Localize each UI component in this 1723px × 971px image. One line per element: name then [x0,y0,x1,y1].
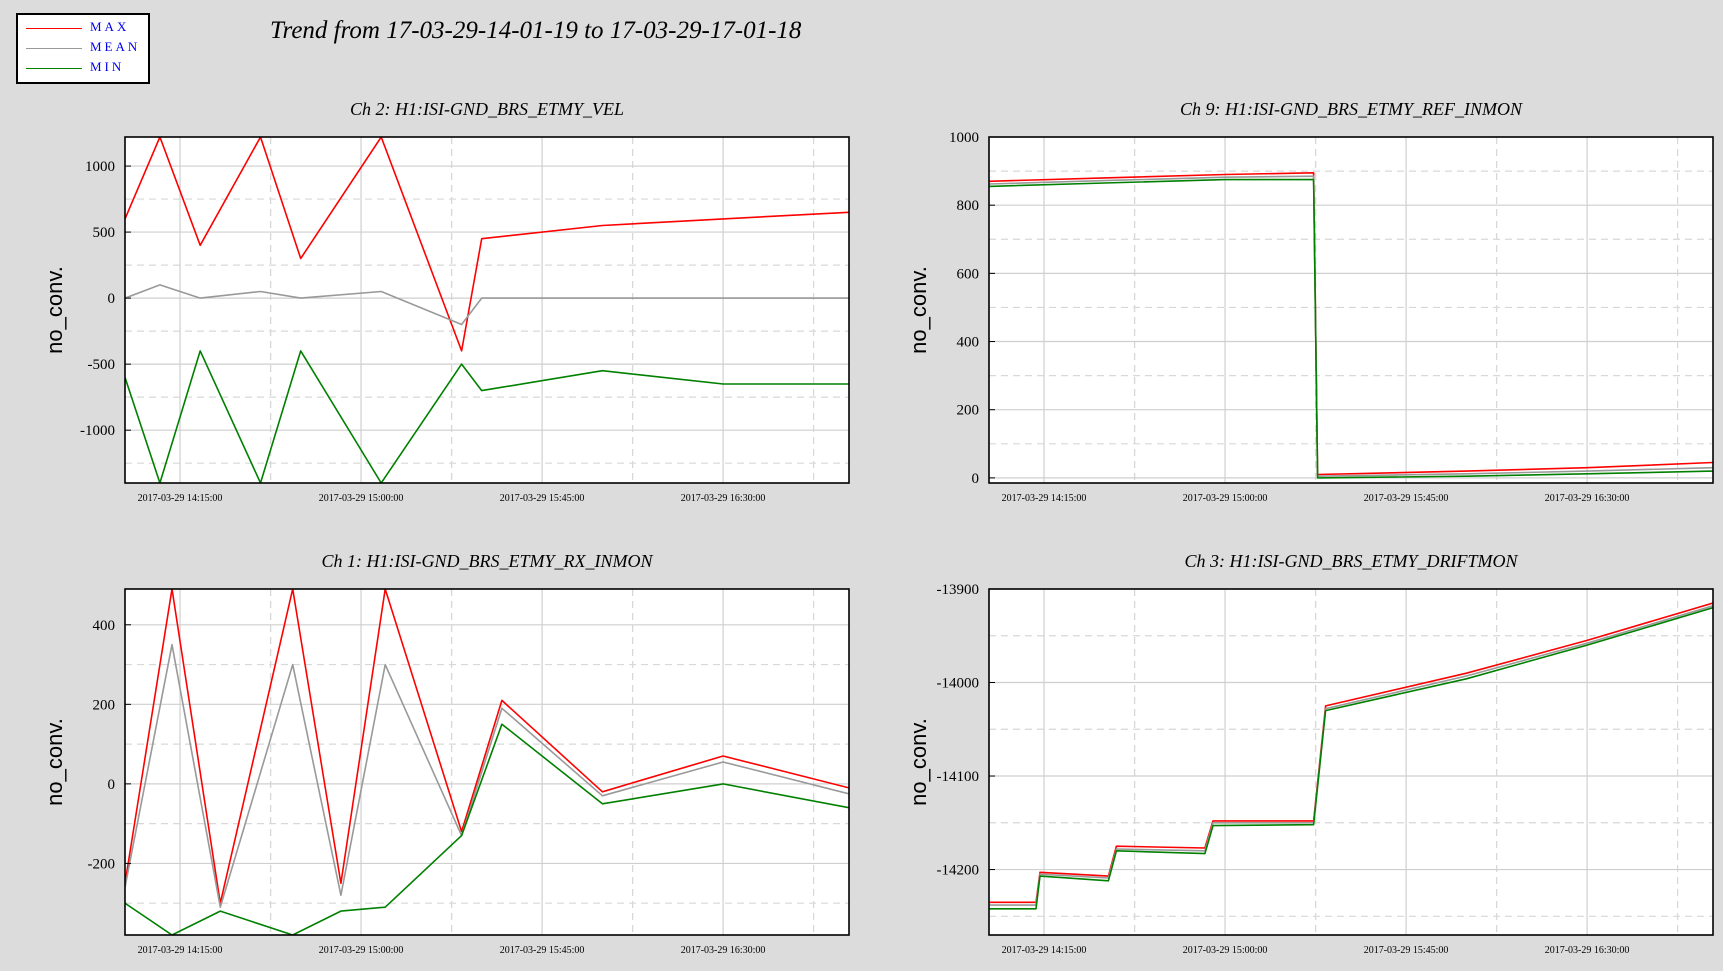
plot-area [989,589,1713,935]
legend-swatch-min [26,68,82,69]
x-tick-label: 2017-03-29 15:45:00 [1364,945,1449,956]
x-tick-label: 2017-03-29 14:15:00 [138,493,223,504]
legend-label-min: MIN [90,59,125,74]
plot-frame [124,136,850,484]
y-tick-label: -14200 [937,863,980,879]
y-tick-label: 200 [93,697,116,713]
plot-frame [124,588,850,936]
y-tick-label: 0 [108,777,116,793]
series-line-min [989,178,1713,479]
y-axis-label: no_conv. [906,266,931,354]
y-axis-label: no_conv. [906,718,931,806]
legend-swatch-max [26,28,82,29]
series-line-mean [125,284,849,326]
x-tick-label: 2017-03-29 14:15:00 [1002,945,1087,956]
chart-title: Ch 2: H1:ISI-GND_BRS_ETMY_VEL [350,99,624,119]
chart-2: 0 200 400 600 800 1000 2017-03-29 14:15:00 2017… [906,99,1714,504]
y-tick-label: -14100 [937,769,980,785]
y-axis-label: no_conv. [42,718,67,806]
x-tick-label: 2017-03-29 14:15:00 [1002,493,1087,504]
series-line-max [125,589,849,905]
x-tick-label: 2017-03-29 15:00:00 [319,945,404,956]
legend-item-min: MIN [18,59,148,79]
y-tick-label: 400 [93,618,116,634]
series-line-max [125,137,849,352]
y-tick-label: 0 [972,471,980,487]
x-tick-label: 2017-03-29 15:00:00 [1183,493,1268,504]
y-tick-label: -14000 [937,676,980,692]
series-line-min [989,606,1713,910]
chart-3: -200 0 200 400 2017-03-29 14:15:00 2017-03-29… [42,551,850,956]
x-tick-label: 2017-03-29 16:30:00 [681,493,766,504]
plot-frame [988,588,1714,936]
y-tick-label: 1000 [949,130,979,146]
x-tick-label: 2017-03-29 16:30:00 [1545,493,1630,504]
y-tick-label: 0 [108,291,116,307]
plot-area [125,589,849,935]
legend: MAX MEAN MIN [16,13,150,84]
chart-title: Ch 1: H1:ISI-GND_BRS_ETMY_RX_INMON [322,551,654,571]
x-tick-label: 2017-03-29 15:00:00 [319,493,404,504]
x-tick-label: 2017-03-29 14:15:00 [138,945,223,956]
series-line-mean [125,643,849,909]
y-tick-label: -500 [88,357,116,373]
series-line-min [125,350,849,483]
legend-swatch-mean [26,48,82,49]
legend-item-max: MAX [18,19,148,39]
legend-label-max: MAX [90,19,130,34]
y-tick-label: 200 [957,403,980,419]
plot-area [989,137,1713,483]
y-tick-label: 1000 [85,159,115,175]
plot-area [125,137,849,483]
x-tick-label: 2017-03-29 15:45:00 [500,945,585,956]
x-tick-label: 2017-03-29 16:30:00 [1545,945,1630,956]
x-tick-label: 2017-03-29 15:45:00 [1364,493,1449,504]
chart-title: Ch 9: H1:ISI-GND_BRS_ETMY_REF_INMON [1180,99,1523,119]
y-tick-label: -13900 [937,582,980,598]
legend-label-mean: MEAN [90,39,141,54]
y-tick-label: 500 [93,225,116,241]
trend-title: Trend from 17-03-29-14-01-19 to 17-03-29… [270,17,802,44]
x-tick-label: 2017-03-29 15:00:00 [1183,945,1268,956]
x-tick-label: 2017-03-29 16:30:00 [681,945,766,956]
y-tick-label: 600 [957,266,980,282]
x-tick-label: 2017-03-29 15:45:00 [500,493,585,504]
chart-4: -14200 -14100 -14000 -13900 2017-03-29 14:15… [906,551,1714,956]
plot-frame [988,136,1714,484]
chart-1: -1000 -500 0 500 1000 2017-03-29 14:15:00 2017… [42,99,850,504]
chart-title: Ch 3: H1:ISI-GND_BRS_ETMY_DRIFTMON [1185,551,1519,571]
series-line-min [125,723,849,935]
y-tick-label: -1000 [80,423,115,439]
y-tick-label: -200 [88,856,116,872]
y-tick-label: 400 [957,335,980,351]
y-axis-label: no_conv. [42,266,67,354]
y-tick-label: 800 [957,198,980,214]
legend-item-mean: MEAN [18,39,148,59]
